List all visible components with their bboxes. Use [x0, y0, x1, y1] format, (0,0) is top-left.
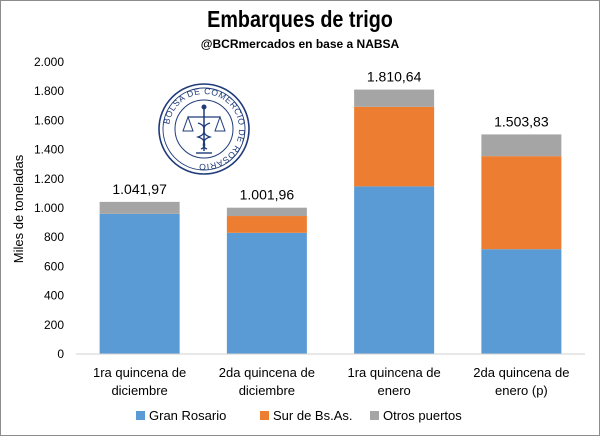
x-axis: 1ra quincena de diciembre 2da quincena de d…: [76, 353, 585, 398]
x-tick-label: diciembre: [239, 383, 295, 398]
y-tick-label: 200: [44, 318, 64, 332]
x-tick-label: 1ra quincena de: [348, 365, 441, 380]
y-tick-label: 1.800: [34, 84, 64, 98]
y-tick-label: 400: [44, 289, 64, 303]
y-tick-label: 1.000: [34, 201, 64, 215]
y-tick-label: 1.600: [34, 113, 64, 127]
y-tick-label: 0: [57, 347, 64, 361]
y-tick-label: 600: [44, 259, 64, 273]
bar-segment: [481, 249, 562, 354]
y-axis: 0 200 400 600 800 1.000 1.200 1.400 1.600 1.800 2.…: [34, 55, 64, 361]
legend-swatch: [370, 411, 379, 420]
bar-segment: [354, 106, 435, 187]
bolsa-de-comercio-de-rosario-seal-icon: BOLSA DE COMERCIO DE ROSARIO: [158, 83, 250, 175]
x-tick-label: 1ra quincena de: [93, 365, 186, 380]
y-tick-label: 1.200: [34, 172, 64, 186]
bar-segment: [481, 134, 562, 157]
bar-segment: [226, 232, 307, 354]
bar-segment: [354, 186, 435, 354]
bar-total-label: 1.810,64: [367, 69, 422, 85]
bar-segment: [481, 156, 562, 250]
total-labels: 1.041,97 1.001,96 1.810,64 1.503,83: [112, 69, 548, 203]
bar-total-label: 1.503,83: [494, 113, 549, 129]
x-tick-label: 2da quincena de: [219, 365, 315, 380]
x-tick-label: diciembre: [111, 383, 167, 398]
bar-total-label: 1.001,96: [240, 187, 295, 203]
legend-swatch: [136, 411, 145, 420]
bar-total-label: 1.041,97: [112, 181, 167, 197]
chart-title: Embarques de trigo: [207, 6, 393, 32]
bars: [99, 89, 562, 354]
y-tick-label: 1.400: [34, 143, 64, 157]
legend-label: Otros puertos: [383, 408, 462, 423]
y-tick-label: 2.000: [34, 55, 64, 69]
x-tick-label: enero (p): [495, 383, 548, 398]
bar-segment: [354, 89, 435, 107]
y-tick-label: 800: [44, 230, 64, 244]
bar-segment: [226, 207, 307, 217]
chart-subtitle: @BCRmercados en base a NABSA: [200, 37, 400, 51]
y-axis-label: Miles de toneladas: [11, 154, 26, 263]
legend: Gran Rosario Sur de Bs.As. Otros puertos: [136, 408, 462, 423]
x-tick-label: enero: [378, 383, 411, 398]
legend-swatch: [260, 411, 269, 420]
bar-segment: [226, 216, 307, 233]
x-tick-label: 2da quincena de: [473, 365, 569, 380]
bar-segment: [99, 213, 180, 354]
legend-label: Sur de Bs.As.: [273, 408, 352, 423]
bar-segment: [99, 201, 180, 214]
legend-label: Gran Rosario: [149, 408, 226, 423]
